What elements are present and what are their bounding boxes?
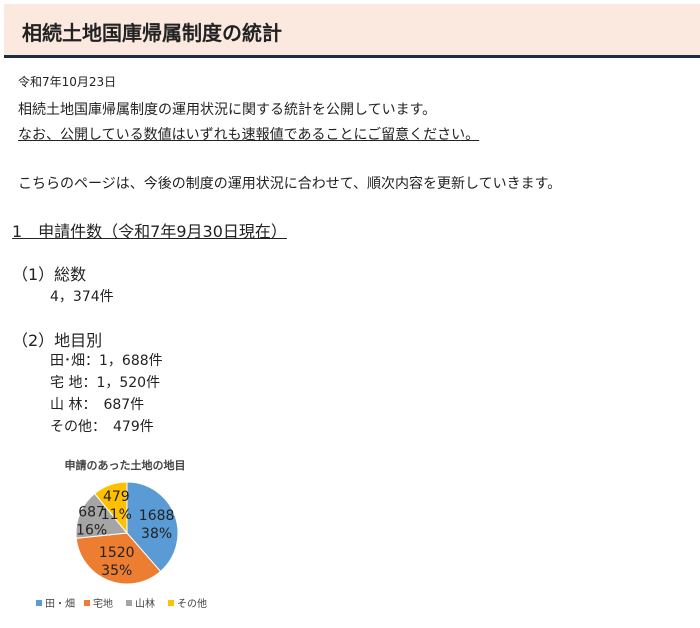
legend-label: 宅地 [93, 597, 113, 610]
type-item: その他： 479件 [50, 419, 154, 435]
page-header: 相続土地国庫帰属制度の統計 [4, 4, 700, 58]
legend-swatch [168, 600, 174, 606]
legend-swatch [84, 600, 90, 606]
total-value: 4，374件 [50, 289, 114, 305]
data-label-percent: 11% [101, 507, 132, 523]
data-label-percent: 38% [141, 526, 172, 542]
data-label-value: 1688 [139, 508, 175, 524]
legend-label: 山林 [135, 597, 155, 610]
type-item: 田･畑：1，688件 [50, 353, 163, 369]
data-label-value: 687 [78, 504, 105, 520]
update-note: こちらのページは、今後の制度の運用状況に合わせて、順次内容を更新していきます。 [18, 176, 562, 192]
page-title: 相続土地国庫帰属制度の統計 [22, 21, 282, 45]
pie-slice-2 [75, 492, 128, 539]
intro-line: 相続土地国庫帰属制度の運用状況に関する統計を公開しています。 [18, 102, 437, 118]
section-heading: 1 申請件数（令和7年9月30日現在） [12, 222, 287, 241]
pie-slice-3 [93, 481, 128, 535]
type-item: 山 林： 687件 [50, 397, 145, 413]
pie-chart: 申請のあった土地の地目 1688 38% 1520 35% 687 16% 479 11% 田・… [36, 458, 207, 610]
chart-title: 申請のあった土地の地目 [65, 458, 186, 472]
data-label-percent: 16% [76, 522, 107, 538]
total-label: （1）総数 [12, 265, 87, 284]
type-item: 宅 地：1，520件 [50, 375, 161, 391]
legend-label: 田・畑 [45, 597, 75, 610]
data-label-percent: 35% [101, 563, 132, 579]
data-label-value: 479 [103, 489, 130, 505]
legend-label: その他 [177, 597, 207, 610]
data-label-value: 1520 [99, 545, 135, 561]
intro-notice: なお、公開している数値はいずれも速報値であることにご留意ください。 [18, 127, 480, 143]
publish-date: 令和7年10月23日 [18, 75, 117, 89]
pie-slice-1 [75, 532, 162, 585]
pie-slice-0 [126, 481, 179, 573]
legend-swatch [36, 600, 42, 606]
by-type-label: （2）地目別 [12, 331, 103, 350]
legend-swatch [126, 600, 132, 606]
